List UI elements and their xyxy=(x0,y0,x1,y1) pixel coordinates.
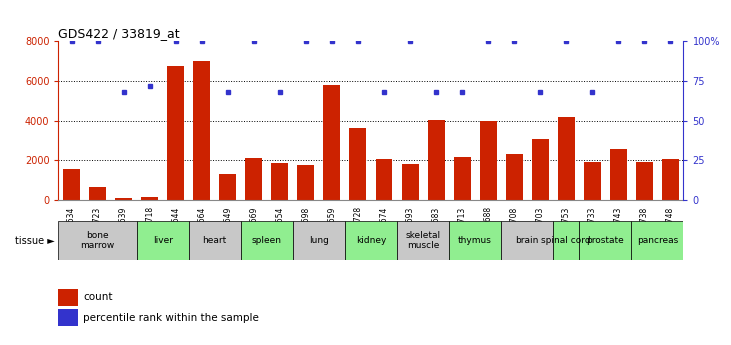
Bar xyxy=(246,158,262,200)
Bar xyxy=(480,121,496,200)
Bar xyxy=(193,61,211,200)
Bar xyxy=(63,169,80,200)
Text: count: count xyxy=(83,293,113,302)
Bar xyxy=(632,221,683,260)
Bar xyxy=(553,221,579,260)
Bar xyxy=(219,174,236,200)
Bar xyxy=(636,162,653,200)
Bar xyxy=(506,155,523,200)
Bar xyxy=(579,221,632,260)
Bar xyxy=(454,157,471,200)
Bar xyxy=(397,221,449,260)
Text: spleen: spleen xyxy=(251,236,282,245)
Bar xyxy=(271,164,288,200)
Bar xyxy=(298,165,314,200)
Bar xyxy=(345,221,397,260)
Bar xyxy=(610,149,627,200)
Text: spinal cord: spinal cord xyxy=(542,236,591,245)
Text: prostate: prostate xyxy=(586,236,624,245)
Text: bone
marrow: bone marrow xyxy=(80,231,115,250)
Text: skeletal
muscle: skeletal muscle xyxy=(406,231,441,250)
Bar xyxy=(89,187,106,200)
Bar xyxy=(293,221,345,260)
Text: GDS422 / 33819_at: GDS422 / 33819_at xyxy=(58,27,180,40)
Bar xyxy=(240,221,293,260)
Text: thymus: thymus xyxy=(458,236,492,245)
Bar xyxy=(531,139,549,200)
Bar xyxy=(141,197,158,200)
Bar xyxy=(376,159,393,200)
Text: brain: brain xyxy=(515,236,539,245)
Bar xyxy=(662,159,679,200)
Text: liver: liver xyxy=(153,236,173,245)
Bar xyxy=(349,128,366,200)
Text: heart: heart xyxy=(202,236,227,245)
Bar xyxy=(115,198,132,200)
Text: pancreas: pancreas xyxy=(637,236,678,245)
Bar xyxy=(58,221,137,260)
Bar xyxy=(58,309,78,326)
Text: lung: lung xyxy=(309,236,329,245)
Bar xyxy=(428,120,444,200)
Text: percentile rank within the sample: percentile rank within the sample xyxy=(83,313,260,323)
Bar xyxy=(449,221,501,260)
Bar xyxy=(501,221,553,260)
Text: kidney: kidney xyxy=(356,236,386,245)
Bar xyxy=(137,221,189,260)
Text: tissue ►: tissue ► xyxy=(15,236,55,246)
Bar xyxy=(189,221,240,260)
Bar xyxy=(558,117,575,200)
Bar xyxy=(401,164,419,200)
Bar xyxy=(323,85,341,200)
Bar xyxy=(167,66,184,200)
Bar xyxy=(584,162,601,200)
Bar xyxy=(58,289,78,306)
